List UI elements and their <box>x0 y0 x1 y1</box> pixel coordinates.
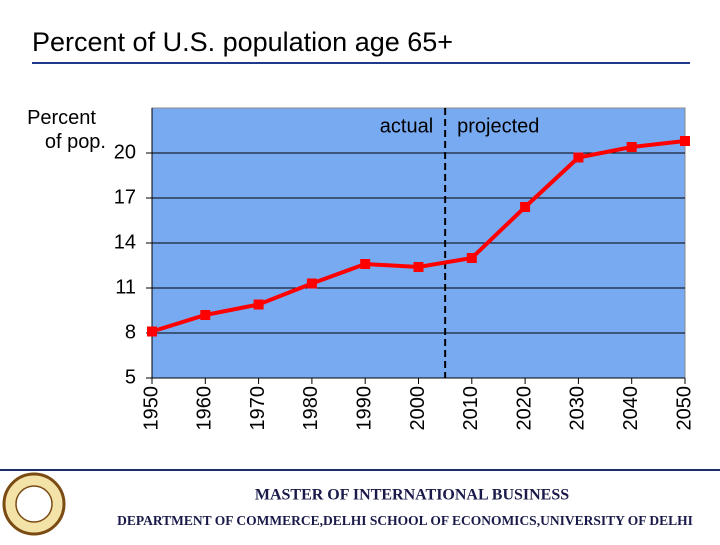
annotation: actual <box>380 115 433 137</box>
point <box>147 326 157 337</box>
x-tick-label: 2050 <box>673 386 695 431</box>
y-tick-label: 14 <box>114 231 136 253</box>
point <box>466 253 477 263</box>
point <box>200 310 211 320</box>
y-tick-label: 20 <box>114 141 136 163</box>
plot: 5 8 11 14 17 20 1950 1960 1970 1980 1990 2000 2010 20… <box>114 107 695 431</box>
x-tick-label: 2020 <box>513 386 535 431</box>
point <box>306 278 317 289</box>
y-tick-label: 5 <box>125 366 136 388</box>
point <box>573 152 584 163</box>
annotation: projected <box>457 115 539 137</box>
point <box>680 136 690 146</box>
y-tick-label: 8 <box>125 321 136 343</box>
point <box>520 202 531 212</box>
x-tick-label: 2040 <box>620 386 642 431</box>
x-tick-label: 2030 <box>567 386 589 431</box>
y-tick-label: 11 <box>115 276 136 298</box>
x-tick-label: 1970 <box>247 386 269 431</box>
x-tick-label: 1950 <box>140 386 162 431</box>
x-tick-label: 1960 <box>194 386 216 431</box>
x-tick-label: 1990 <box>353 386 375 431</box>
point <box>626 142 637 152</box>
x-tick-label: 2000 <box>407 386 429 431</box>
point <box>360 259 371 269</box>
y-tick-label: 17 <box>114 186 136 208</box>
point <box>253 299 264 310</box>
y-axis-label: Percent of pop. <box>27 107 106 153</box>
footer: MASTER OF INTERNATIONAL BUSINESS DEPARTM… <box>0 469 720 536</box>
x-tick-label: 2010 <box>460 386 482 431</box>
footer-program: MASTER OF INTERNATIONAL BUSINESS <box>255 487 569 504</box>
footer-department: DEPARTMENT OF COMMERCE,DELHI SCHOOL OF E… <box>117 513 693 528</box>
point <box>413 262 424 272</box>
x-tick-label: 1980 <box>300 386 322 431</box>
chart-title: Percent of U.S. population age 65+ <box>32 27 453 57</box>
